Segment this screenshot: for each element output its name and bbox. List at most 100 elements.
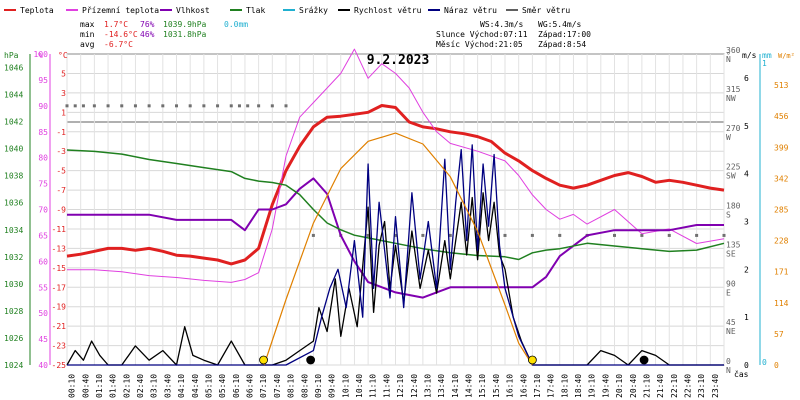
stats-moon: Měsíc Východ:21:05: [436, 40, 523, 49]
unit-wm: W/m²: [778, 52, 795, 60]
wind-dir-point: [366, 233, 370, 237]
tick-wind-dir: 270: [726, 124, 741, 133]
tick-wind-dir-label: E: [726, 288, 731, 297]
tick-time: 16:10: [506, 374, 515, 398]
unit-pct: %: [38, 51, 43, 60]
tick-wind-speed: 3: [744, 217, 749, 226]
tick-solar: 285: [774, 206, 789, 215]
tick-solar: 456: [774, 112, 789, 121]
wind-dir-point: [311, 233, 315, 237]
moonset-marker: [306, 355, 316, 365]
sunrise-marker: [259, 355, 268, 365]
legend-label: Tlak: [246, 6, 265, 15]
unit-mm: mm: [762, 51, 772, 60]
wind-dir-point: [161, 104, 165, 108]
grid: [66, 53, 725, 366]
stats-sun: Slunce Východ:07:11: [436, 30, 528, 39]
tick-wind-dir: 180: [726, 202, 741, 211]
stats-min-temp: -14.6°C: [104, 30, 138, 39]
legend-label: Směr větru: [522, 6, 570, 15]
wind-dir-point: [394, 233, 397, 237]
tick-time: 16:40: [519, 374, 528, 398]
tick-humidity: 90: [38, 102, 48, 111]
tick-time: 07:40: [273, 374, 282, 398]
tick-time: 04:10: [177, 374, 186, 398]
unit-cas: čas: [734, 369, 749, 379]
tick-wind-speed: 4: [744, 170, 749, 179]
tick-solar: 114: [774, 299, 789, 308]
stats-min-press: 1031.8hPa: [163, 30, 207, 39]
tick-pressure: 1028: [4, 307, 23, 316]
tick-wind-dir: 135: [726, 240, 741, 249]
tick-rain: 0: [762, 358, 767, 367]
tick-time: 11:40: [382, 374, 391, 398]
legend-item: Vlhkost: [160, 6, 210, 15]
tick-time: 17:10: [533, 374, 542, 398]
tick-pressure: 1024: [4, 361, 23, 370]
tick-temperature: -1: [56, 128, 66, 137]
tick-time: 13:10: [423, 374, 432, 398]
tick-humidity: 75: [38, 180, 48, 189]
tick-time: 00:40: [81, 374, 90, 398]
tick-time: 09:10: [314, 374, 323, 398]
tick-time: 18:40: [574, 374, 583, 398]
unit-ms: m/s: [742, 51, 757, 60]
right-axes: 0N45NE90E135SE180S225SW270W315NW360N0123…: [726, 46, 789, 375]
wind-dir-point: [640, 233, 644, 237]
tick-time: 08:40: [300, 374, 309, 398]
tick-time: 22:10: [670, 374, 679, 398]
stats-max-hum: 76%: [140, 20, 155, 29]
tick-humidity: 85: [38, 128, 48, 137]
tick-humidity: 45: [38, 335, 48, 344]
wind-dir-point: [133, 104, 137, 108]
tick-pressure: 1044: [4, 91, 23, 100]
tick-pressure: 1026: [4, 334, 23, 343]
tick-temperature: -7: [56, 186, 66, 195]
tick-time: 21:40: [656, 374, 665, 398]
wind-dir-point: [476, 233, 480, 237]
tick-pressure: 1040: [4, 145, 23, 154]
wind-dir-point: [257, 104, 261, 108]
tick-rain: 1: [762, 59, 767, 68]
wind-dir-point: [106, 104, 110, 108]
wind-dir-point: [73, 104, 77, 108]
tick-time: 14:40: [465, 374, 474, 398]
sunset-marker: [527, 355, 537, 365]
tick-time: 08:10: [287, 374, 296, 398]
tick-temperature: -23: [52, 342, 67, 351]
stats-sun-set: Západ:17:00: [538, 30, 591, 39]
tick-solar: 228: [774, 237, 789, 246]
tick-wind-dir: 45: [726, 318, 736, 327]
wind-dir-point: [667, 233, 671, 237]
stats-min-hum: 46%: [140, 30, 155, 39]
tick-wind-speed: 5: [744, 122, 749, 131]
tick-humidity: 65: [38, 231, 48, 240]
legend-item: Rychlost větru: [338, 6, 422, 15]
tick-time: 19:10: [588, 374, 597, 398]
tick-wind-dir-label: N: [726, 55, 731, 64]
unit-degc: °C: [58, 51, 68, 60]
tick-wind-dir: 0: [726, 357, 731, 366]
tick-humidity: 100: [34, 50, 49, 59]
stats-max-label: max: [80, 20, 95, 29]
tick-temperature: 1: [61, 108, 66, 117]
legend-label: Vlhkost: [176, 6, 210, 15]
tick-temperature: -19: [52, 303, 67, 312]
stats-avg-temp: -6.7°C: [104, 40, 133, 49]
chart-title: 9.2.2023: [367, 53, 430, 68]
tick-solar: 342: [774, 174, 789, 183]
tick-wind-dir: 360: [726, 46, 741, 55]
wind-dir-point: [448, 233, 452, 237]
tick-humidity: 70: [38, 206, 48, 215]
series-line-tlak: [66, 149, 725, 261]
tick-temperature: -17: [52, 283, 67, 292]
tick-temperature: 3: [61, 89, 66, 98]
stats-wg: WG:5.4m/s: [538, 20, 582, 29]
tick-temperature: -3: [56, 147, 66, 156]
tick-wind-dir-label: NW: [726, 94, 736, 103]
wind-dir-point: [65, 104, 69, 108]
unit-headers: hPa % °C ° m/s mm W/m² čas: [4, 51, 795, 379]
wind-dir-point: [188, 104, 192, 108]
stats-avg-label: avg: [80, 40, 95, 49]
